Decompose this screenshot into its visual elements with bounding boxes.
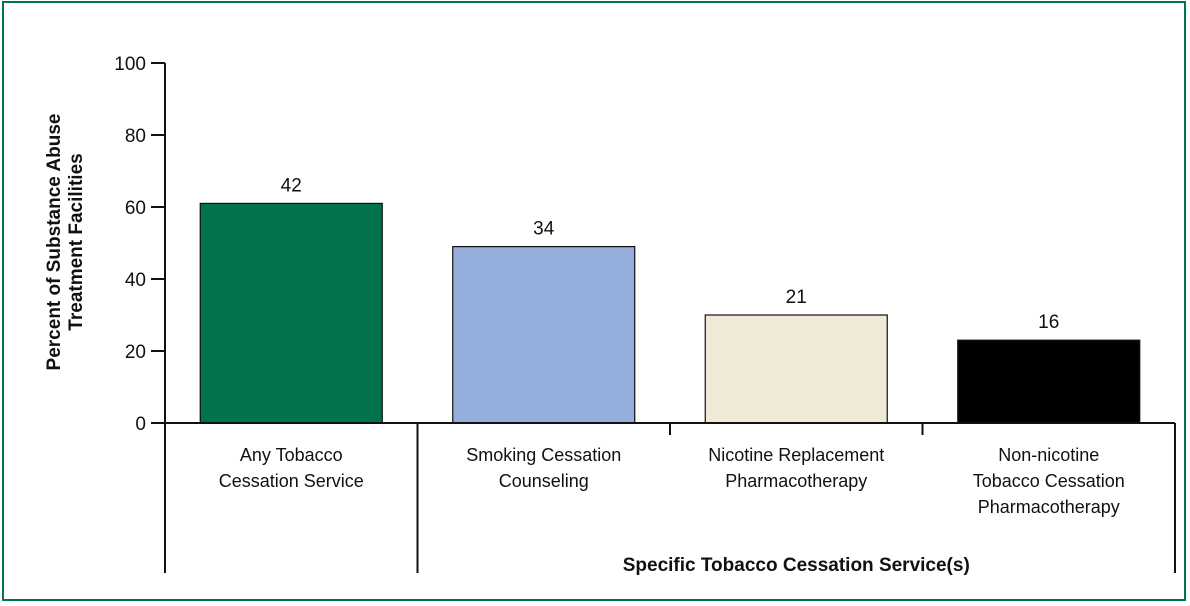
data-label: 34	[533, 219, 555, 240]
bar	[452, 246, 636, 424]
y-tick-label: 60	[125, 198, 146, 219]
x-tick-label: Nicotine Replacement Pharmacotherapy	[708, 445, 884, 491]
x-tick-label: Any Tobacco Cessation Service	[219, 445, 364, 491]
y-tick-label: 100	[114, 54, 146, 75]
data-label: 16	[1038, 312, 1059, 333]
y-tick-label: 80	[125, 126, 146, 147]
bar	[704, 314, 888, 424]
data-label: 42	[281, 175, 302, 196]
bar	[957, 339, 1141, 424]
y-tick-label: 0	[135, 414, 146, 435]
bars: 42 34 21 16	[199, 175, 1141, 424]
y-tick-label: 40	[125, 270, 146, 291]
y-tick-label: 20	[125, 342, 146, 363]
data-label: 21	[786, 287, 807, 308]
y-axis: 0 20 40 60 80 100	[114, 54, 166, 435]
x-tick-label: Smoking Cessation Counseling	[466, 445, 621, 491]
y-axis-title: Percent of Substance AbuseTreatment Faci…	[44, 114, 87, 371]
x-axis: Any Tobacco Cessation Service Smoking Cess…	[164, 422, 1176, 573]
group-label: Specific Tobacco Cessation Service(s)	[623, 555, 970, 576]
bar	[199, 202, 383, 424]
x-tick-label: Non-nicotine Tobacco Cessation Pharmacothe…	[973, 445, 1125, 517]
